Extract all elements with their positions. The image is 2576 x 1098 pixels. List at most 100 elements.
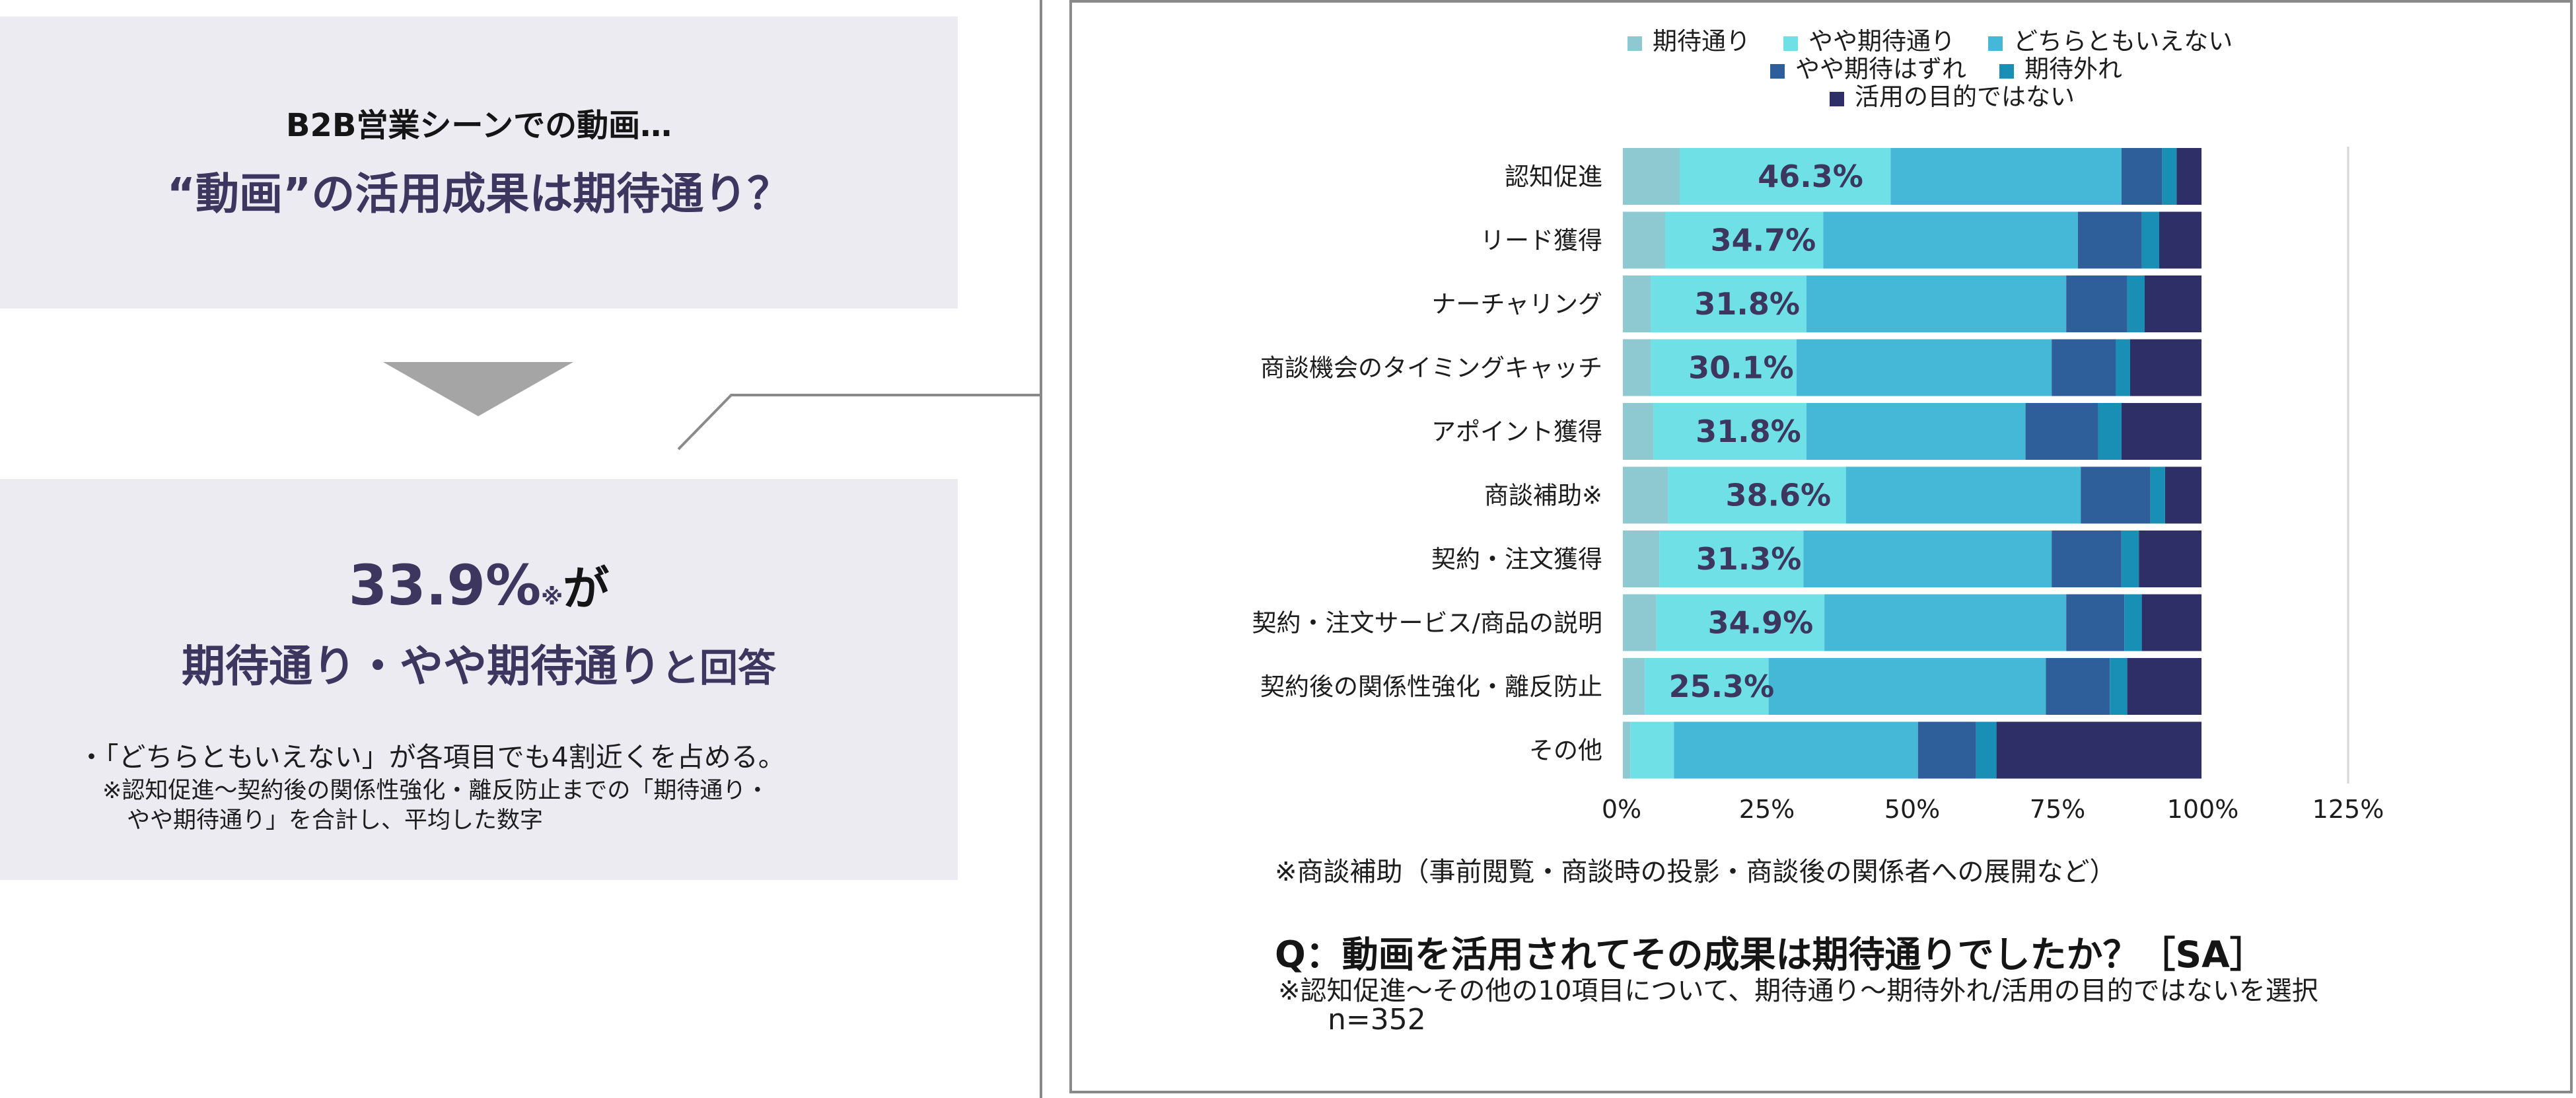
bar-segment bbox=[2145, 274, 2203, 334]
chart-bars: 46.3% 34.7% 31.8% 30.1% 31.8% 38.6% 31.3% 34.9%… bbox=[1620, 145, 2204, 782]
bar-segment bbox=[1824, 593, 2067, 653]
bar-outline bbox=[1620, 719, 2204, 782]
bar-segment bbox=[2121, 402, 2203, 461]
legend-swatch bbox=[1988, 36, 2003, 51]
bar-segment bbox=[1622, 529, 1660, 589]
bar-segment bbox=[1622, 593, 1657, 653]
down-arrow-icon bbox=[383, 362, 573, 416]
summary-answer-box bbox=[0, 479, 958, 880]
bar-segment bbox=[1806, 274, 2067, 334]
bar-segment bbox=[2121, 529, 2139, 589]
highlight-suffix: が bbox=[563, 562, 610, 616]
category-label: リード獲得 bbox=[1480, 227, 1602, 255]
bar-outline bbox=[1620, 464, 2204, 527]
survey-question: Q：動画を活用されてその成果は期待通りでしたか？［SA］ bbox=[1275, 933, 2266, 976]
data-label: 31.8% bbox=[1694, 286, 1800, 322]
data-label: 34.7% bbox=[1711, 223, 1816, 258]
bar-segment bbox=[2066, 593, 2125, 653]
heading-main: “動画”の活用成果は期待通り？ bbox=[166, 168, 791, 219]
bar-segment bbox=[1890, 147, 2122, 206]
legend-swatch bbox=[1628, 36, 1642, 51]
data-label: 30.1% bbox=[1688, 350, 1794, 386]
bar-segment bbox=[2124, 593, 2142, 653]
data-label: 46.3% bbox=[1758, 159, 1863, 194]
bar-segment bbox=[1668, 465, 1846, 525]
x-tick-label: 75% bbox=[2030, 795, 2085, 824]
bar-segment bbox=[2025, 402, 2098, 461]
category-label: 認知促進 bbox=[1505, 163, 1602, 191]
chart-frame bbox=[1069, 0, 2573, 1093]
panel-divider bbox=[1040, 0, 1042, 1098]
x-tick-label: 125% bbox=[2312, 795, 2384, 824]
bar-segment bbox=[1651, 274, 1807, 334]
bar-segment bbox=[2052, 338, 2116, 398]
bar-segment bbox=[2139, 529, 2203, 589]
bar-segment bbox=[1796, 338, 2052, 398]
bar-segment bbox=[2162, 147, 2177, 206]
data-label: 31.8% bbox=[1696, 414, 1801, 449]
summary-question-box bbox=[0, 17, 958, 309]
bar-segment bbox=[2150, 465, 2165, 525]
bar-segment bbox=[1656, 593, 1825, 653]
bar-outline bbox=[1620, 209, 2204, 272]
bar-outline bbox=[1620, 528, 2204, 590]
bar-segment bbox=[2141, 210, 2159, 270]
bar-segment bbox=[2165, 465, 2203, 525]
bar-segment bbox=[2046, 657, 2110, 716]
average-note-line1: ※認知促進～契約後の関係性強化・離反防止までの「期待通り・ bbox=[102, 778, 769, 804]
highlight-answer-suffix: と回答 bbox=[661, 645, 776, 690]
bar-segment bbox=[1665, 210, 1824, 270]
highlight-stat: 33.9%※が bbox=[0, 552, 958, 618]
bar-segment bbox=[1622, 338, 1651, 398]
bar-segment bbox=[1803, 529, 2052, 589]
bar-segment bbox=[2077, 210, 2142, 270]
chart-footnote: ※商談補助（事前閲覧・商談時の投影・商談後の関係者への展開など） bbox=[1275, 857, 2116, 887]
x-tick-label: 100% bbox=[2167, 795, 2239, 824]
highlight-answer: 期待通り・やや期待通りと回答 bbox=[0, 631, 958, 694]
bar-segment bbox=[1622, 274, 1651, 334]
bar-segment bbox=[2081, 465, 2151, 525]
bar-segment bbox=[1680, 147, 1891, 206]
category-label: 商談機会のタイミングキャッチ bbox=[1260, 354, 1602, 383]
category-label: アポイント獲得 bbox=[1431, 418, 1602, 446]
bar-segment bbox=[1630, 720, 1674, 780]
x-axis-ticks: 0% 25% 50% 75% 100% 125% bbox=[1602, 795, 2384, 824]
connector-line bbox=[677, 394, 1042, 451]
bar-segment bbox=[1622, 402, 1654, 461]
x-tick-label: 50% bbox=[1884, 795, 1940, 824]
bar-outline bbox=[1620, 273, 2204, 335]
bar-segment bbox=[2116, 338, 2130, 398]
bar-segment bbox=[2127, 657, 2203, 716]
bar-outline bbox=[1620, 591, 2204, 654]
bar-segment bbox=[1674, 720, 1918, 780]
legend-label: やや期待通り bbox=[1808, 27, 1955, 55]
bar-segment bbox=[1768, 657, 2046, 716]
legend-swatch bbox=[1830, 92, 1844, 106]
bar-segment bbox=[1651, 338, 1797, 398]
heading-small: B2B営業シーンでの動画… bbox=[285, 107, 672, 144]
average-note-line2: やや期待通り」を合計し、平均した数字 bbox=[127, 807, 544, 834]
bar-segment bbox=[1645, 657, 1769, 716]
bar-outline bbox=[1620, 655, 2204, 717]
data-label: 31.3% bbox=[1696, 541, 1802, 577]
bar-segment bbox=[1806, 402, 2026, 461]
x-tick-label: 25% bbox=[1739, 795, 1795, 824]
highlight-number: 33.9% bbox=[348, 553, 542, 618]
category-labels: 認知促進リード獲得ナーチャリング商談機会のタイミングキャッチアポイント獲得商談補… bbox=[1252, 163, 1602, 765]
bar-segment bbox=[1917, 720, 1976, 780]
data-label: 34.9% bbox=[1708, 605, 1814, 641]
bar-segment bbox=[2066, 274, 2128, 334]
category-label: ナーチャリング bbox=[1431, 290, 1602, 318]
bar-segment bbox=[2121, 147, 2163, 206]
bar-segment bbox=[2098, 402, 2122, 461]
bar-segment bbox=[1622, 465, 1668, 525]
bar-segment bbox=[1659, 529, 1804, 589]
bar-segment bbox=[1622, 720, 1631, 780]
legend-label: 活用の目的ではない bbox=[1855, 83, 2075, 111]
legend-label: やや期待はずれ bbox=[1795, 55, 1966, 83]
x-tick-label: 0% bbox=[1602, 795, 1641, 824]
bar-segment bbox=[1653, 402, 1807, 461]
bar-segment bbox=[2052, 529, 2122, 589]
category-label: その他 bbox=[1529, 737, 1602, 765]
